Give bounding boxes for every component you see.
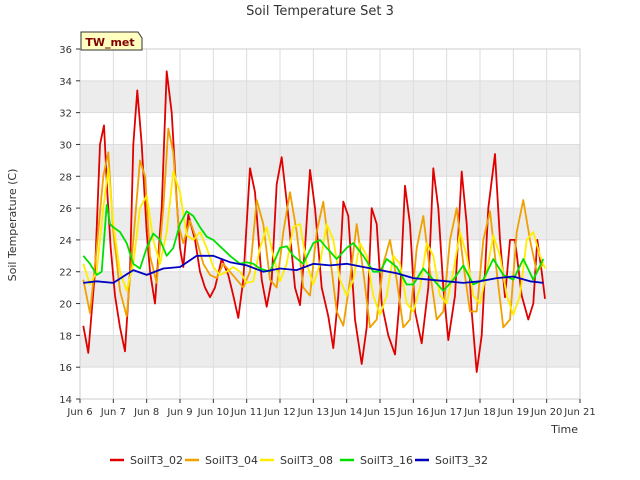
x-tick-label: Jun 11 [230, 407, 263, 418]
series-line-SoilT3_16 [82, 203, 545, 292]
x-tick-label: Jun 17 [430, 407, 463, 418]
x-tick-label: Jun 19 [497, 407, 530, 418]
legend-label: SoilT3_16 [360, 454, 413, 467]
x-tick-label: Jun 21 [563, 407, 596, 418]
x-tick-label: Jun 7 [100, 407, 126, 418]
legend: SoilT3_02 SoilT3_04 SoilT3_08 SoilT3_16 Soil… [110, 454, 488, 467]
y-tick-label: 14 [59, 395, 72, 406]
x-tick-label: Jun 16 [397, 407, 430, 418]
y-axis-ticks: 14 16 18 20 22 24 26 28 30 32 34 36 [59, 45, 80, 406]
legend-item: SoilT3_02 [110, 454, 183, 467]
series-line-SoilT3_32 [83, 254, 544, 284]
series-lines [82, 70, 546, 373]
x-tick-label: Jun 8 [133, 407, 159, 418]
plot-background [80, 49, 580, 399]
legend-item: SoilT3_08 [260, 454, 333, 467]
y-tick-label: 34 [59, 77, 72, 88]
y-tick-label: 24 [59, 236, 72, 247]
y-tick-label: 16 [59, 363, 72, 374]
x-tick-label: Jun 6 [66, 407, 92, 418]
series-line-SoilT3_02 [82, 70, 546, 373]
x-tick-label: Jun 13 [297, 407, 330, 418]
x-tick-label: Jun 10 [197, 407, 230, 418]
y-tick-label: 36 [59, 45, 72, 56]
plot-band [80, 80, 580, 113]
legend-label: SoilT3_32 [435, 454, 488, 467]
x-axis-ticks: Jun 6 Jun 7 Jun 8 Jun 9 Jun 10 Jun 11 Jun 12 Ju… [66, 399, 596, 418]
station-tag: TW_met [80, 31, 143, 51]
station-tag-label: TW_met [85, 36, 134, 49]
x-axis-label: Time [550, 423, 578, 436]
y-axis-label: Soil Temperature (C) [6, 169, 19, 282]
legend-item: SoilT3_16 [340, 454, 413, 467]
series-line-SoilT3_08 [82, 167, 546, 316]
plot-band [80, 335, 580, 368]
legend-label: SoilT3_04 [205, 454, 258, 467]
plot-band [80, 144, 580, 177]
y-tick-label: 30 [59, 140, 72, 151]
x-tick-label: Jun 12 [263, 407, 296, 418]
y-tick-label: 18 [59, 331, 72, 342]
y-tick-label: 32 [59, 109, 72, 120]
plot-frame [79, 48, 581, 400]
x-tick-label: Jun 14 [330, 407, 363, 418]
legend-label: SoilT3_08 [280, 454, 333, 467]
y-tick-label: 28 [59, 172, 72, 183]
x-tick-label: Jun 9 [166, 407, 192, 418]
chart-title: Soil Temperature Set 3 [246, 4, 394, 19]
x-tick-label: Jun 18 [463, 407, 496, 418]
legend-item: SoilT3_32 [415, 454, 488, 467]
y-tick-label: 20 [59, 300, 72, 311]
legend-item: SoilT3_04 [185, 454, 258, 467]
y-tick-label: 26 [59, 204, 72, 215]
legend-label: SoilT3_02 [130, 454, 183, 467]
x-tick-label: Jun 15 [363, 407, 396, 418]
y-tick-label: 22 [59, 268, 72, 279]
x-tick-label: Jun 20 [530, 407, 563, 418]
series-line-SoilT3_04 [82, 127, 544, 329]
